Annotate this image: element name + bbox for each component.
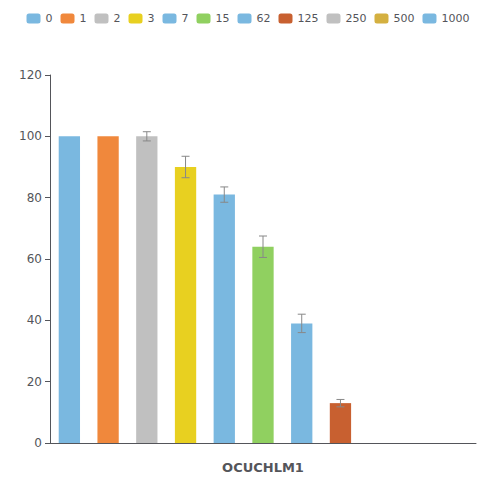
svg-text:7: 7 xyxy=(182,12,189,25)
svg-text:125: 125 xyxy=(298,12,319,25)
svg-text:100: 100 xyxy=(19,129,42,143)
svg-text:15: 15 xyxy=(216,12,230,25)
svg-text:OCUCHLM1: OCUCHLM1 xyxy=(222,460,304,475)
svg-text:0: 0 xyxy=(34,436,42,450)
svg-text:0: 0 xyxy=(46,12,53,25)
svg-text:1: 1 xyxy=(80,12,87,25)
svg-text:500: 500 xyxy=(393,12,414,25)
svg-text:250: 250 xyxy=(345,12,366,25)
svg-text:62: 62 xyxy=(257,12,271,25)
svg-text:120: 120 xyxy=(19,68,42,82)
svg-text:2: 2 xyxy=(114,12,121,25)
svg-text:40: 40 xyxy=(27,313,42,327)
svg-text:80: 80 xyxy=(27,191,42,205)
svg-text:60: 60 xyxy=(27,252,42,266)
svg-text:1000: 1000 xyxy=(441,12,469,25)
svg-text:20: 20 xyxy=(27,375,42,389)
svg-text:3: 3 xyxy=(148,12,155,25)
